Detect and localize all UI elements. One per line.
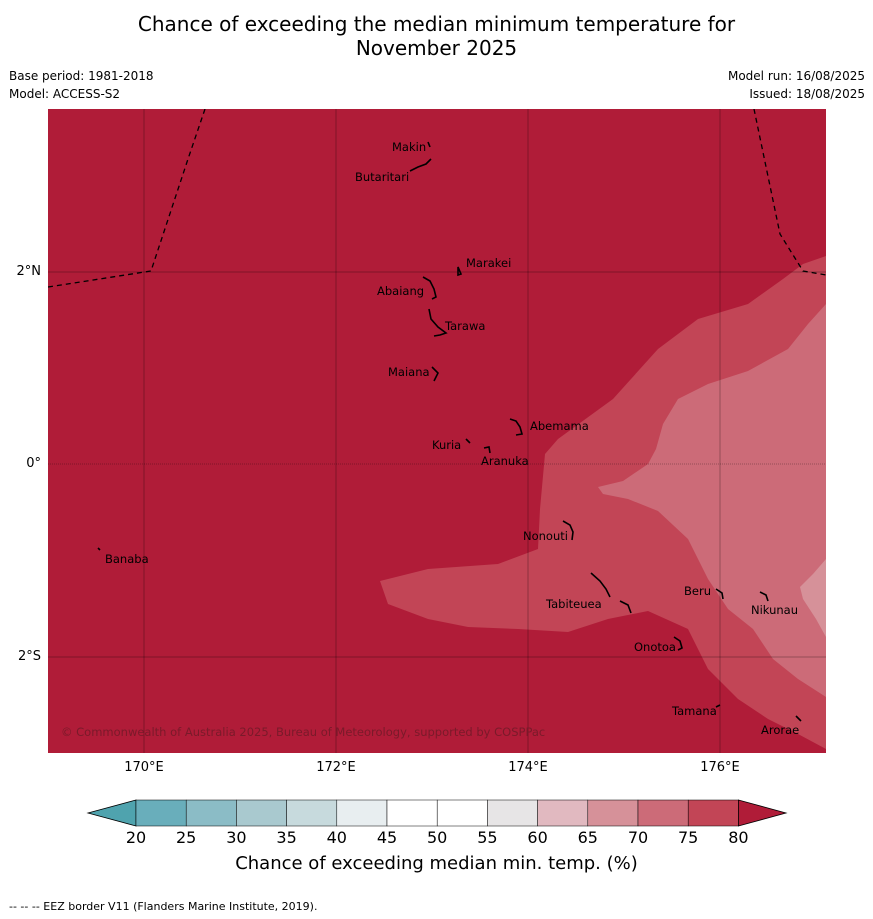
colorbar-tick-label: 60	[527, 828, 548, 847]
meta-left: Base period: 1981-2018 Model: ACCESS-S2	[9, 67, 154, 103]
colorbar-tick-label: 40	[326, 828, 347, 847]
chart-title: Chance of exceeding the median minimum t…	[0, 12, 873, 60]
label-tamana: Tamana	[671, 704, 717, 718]
colorbar-cell	[336, 799, 388, 827]
label-butaritari: Butaritari	[355, 170, 409, 184]
colorbar-cell	[236, 799, 287, 827]
model-run: Model run: 16/08/2025	[727, 69, 865, 83]
island-maiana	[431, 366, 439, 382]
label-kuria: Kuria	[432, 438, 461, 452]
colorbar-tick-label: 55	[477, 828, 498, 847]
island-kuria	[465, 438, 471, 444]
colorbar	[86, 799, 788, 827]
lon-label-174: 174°E	[508, 760, 548, 775]
gridlines	[48, 109, 826, 753]
island-banaba	[97, 547, 101, 551]
colorbar-cell	[185, 799, 237, 827]
lat-label-2s: 2°S	[17, 649, 41, 664]
lat-label-0: 0°	[26, 456, 41, 471]
title-line-2: November 2025	[355, 36, 518, 60]
island-tabiteuea-s	[619, 600, 632, 614]
copyright-notice: © Commonwealth of Australia 2025, Bureau…	[61, 725, 545, 739]
colorbar-tick-label: 25	[176, 828, 197, 847]
colorbar-cell	[637, 799, 689, 827]
colorbar-cell	[487, 799, 538, 827]
colorbar-title: Chance of exceeding median min. temp. (%…	[235, 853, 638, 874]
island-aranuka	[483, 446, 491, 454]
lon-label-170: 170°E	[124, 760, 164, 775]
island-onotoa	[673, 636, 683, 651]
island-shapes	[97, 141, 802, 722]
base-period: Base period: 1981-2018	[9, 69, 154, 83]
forecast-map: Makin Butaritari Marakei Abaiang Tarawa …	[48, 109, 826, 753]
colorbar-tick-label: 80	[728, 828, 749, 847]
colorbar-cell	[537, 799, 589, 827]
island-abaiang	[422, 276, 437, 300]
label-banaba: Banaba	[105, 552, 149, 566]
island-butaritari	[409, 158, 432, 172]
label-tarawa: Tarawa	[444, 319, 485, 333]
footer-note: -- -- -- EEZ border V11 (Flanders Marine…	[9, 900, 318, 913]
lat-label-2n: 2°N	[16, 264, 42, 279]
eez-border	[48, 109, 826, 288]
island-marakei	[457, 266, 463, 277]
label-abaiang: Abaiang	[377, 284, 424, 298]
colorbar-tick-label: 20	[125, 828, 147, 847]
island-tarawa	[428, 308, 448, 337]
region-65-70	[800, 559, 826, 637]
island-abemama	[509, 418, 524, 436]
colorbar-cell	[687, 799, 739, 827]
island-tabiteuea	[590, 572, 611, 598]
label-tabiteuea: Tabiteuea	[545, 597, 602, 611]
label-maiana: Maiana	[388, 365, 430, 379]
label-aranuka: Aranuka	[481, 454, 529, 468]
colorbar-cell	[286, 799, 338, 827]
label-onotoa: Onotoa	[634, 640, 676, 654]
label-marakei: Marakei	[466, 256, 511, 270]
colorbar-tick-label: 75	[678, 828, 699, 847]
colorbar-extend-high	[738, 799, 788, 827]
island-beru	[715, 588, 724, 600]
colorbar-tick-label: 70	[627, 828, 649, 847]
label-beru: Beru	[684, 584, 711, 598]
lon-label-172: 172°E	[316, 760, 356, 775]
meta-right: Model run: 16/08/2025 Issued: 18/08/2025	[728, 67, 865, 103]
colorbar-cell	[436, 799, 488, 827]
issued-date: Issued: 18/08/2025	[749, 87, 865, 101]
region-75-80	[380, 256, 826, 749]
colorbar-cell	[386, 799, 438, 827]
colorbar-tick-label: 45	[376, 828, 398, 847]
title-line-1: Chance of exceeding the median minimum t…	[137, 12, 736, 36]
label-abemama: Abemama	[530, 419, 589, 433]
region-70-75	[598, 304, 826, 697]
island-arorae	[795, 715, 802, 722]
label-makin: Makin	[392, 140, 426, 154]
island-makin	[427, 141, 431, 148]
colorbar-tick-label: 50	[427, 828, 448, 847]
colorbar-cell	[587, 799, 639, 827]
model-name: Model: ACCESS-S2	[9, 87, 121, 101]
colorbar-cell	[135, 799, 187, 827]
island-nonouti	[562, 520, 574, 541]
label-arorae: Arorae	[761, 723, 799, 737]
label-nikunau: Nikunau	[751, 603, 798, 617]
colorbar-tick-label: 35	[276, 828, 297, 847]
label-nonouti: Nonouti	[523, 529, 568, 543]
colorbar-tick-label: 30	[226, 828, 247, 847]
island-tamana	[715, 704, 721, 708]
colorbar-extend-low	[86, 799, 137, 827]
island-nikunau	[759, 591, 769, 602]
colorbar-tick-label: 65	[577, 828, 598, 847]
lon-label-176: 176°E	[700, 760, 740, 775]
colorbar-cells	[86, 799, 788, 827]
